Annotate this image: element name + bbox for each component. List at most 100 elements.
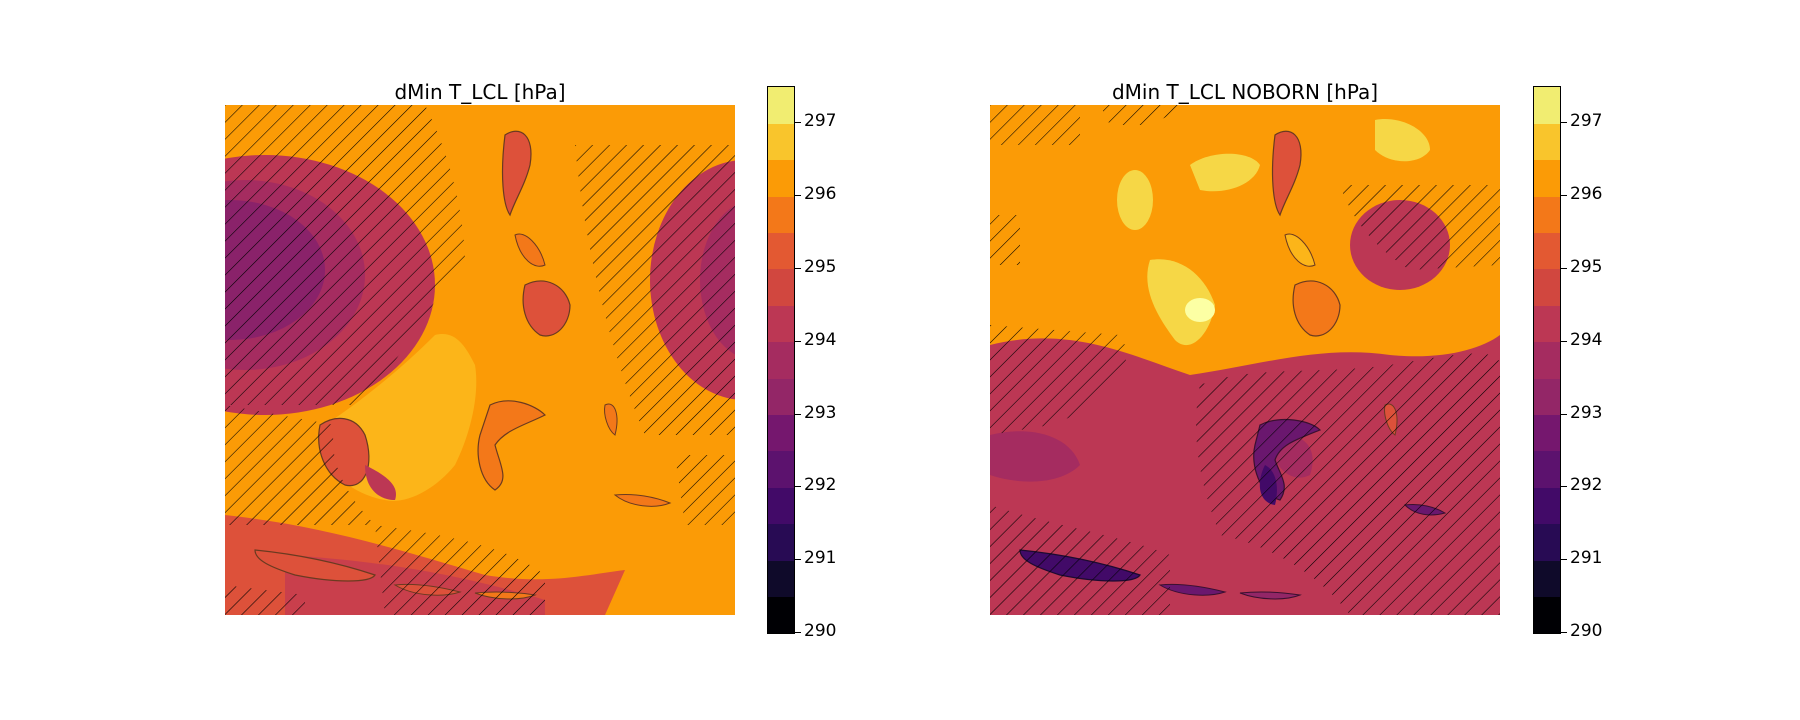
colorbar-segment: [1534, 378, 1560, 416]
colorbar-segment: [768, 414, 794, 452]
island-sulawesi: [477, 400, 547, 491]
colorbar-segment: [768, 487, 794, 525]
colorbar-segment: [768, 159, 794, 197]
hatch-north: [1100, 105, 1190, 125]
hatch-southeast: [1196, 353, 1500, 615]
hatch-west: [990, 325, 1127, 435]
hatch-northwest: [225, 105, 465, 405]
hatch-northwest: [990, 105, 1080, 145]
colorbar-tick-label: 296: [1570, 184, 1603, 205]
colorbar-tick-mark: [1561, 632, 1567, 633]
map-title-right: dMin T_LCL NOBORN [hPa]: [1111, 80, 1379, 104]
island-visayas: [514, 233, 546, 267]
colorbar-segment: [768, 596, 794, 634]
colorbar-segment: [768, 523, 794, 561]
colorbar-tick-mark: [1561, 122, 1567, 124]
island-halmahera: [604, 403, 618, 436]
colorbar-tick-label: 291: [804, 548, 837, 569]
colorbar-segment: [1534, 196, 1560, 234]
hatch-south: [375, 525, 545, 615]
colorbar-segment: [1534, 596, 1560, 634]
colorbar-tick-label: 294: [1570, 329, 1603, 350]
colorbar-tick-label: 292: [804, 475, 837, 496]
colorbar-tick-label: 295: [1570, 257, 1603, 277]
island-mindanao: [1292, 280, 1341, 337]
map-title-left: dMin T_LCL [hPa]: [394, 80, 566, 104]
island-sundas-1: [1158, 584, 1227, 596]
hatch-northeast: [575, 145, 735, 435]
colorbar-tick-label: 297: [804, 111, 837, 132]
colorbar-tick-label: 293: [804, 402, 837, 423]
map-right: [990, 105, 1500, 615]
colorbar-segment: [1534, 414, 1560, 452]
colorbar-tick-label: 292: [1570, 475, 1603, 496]
colorbar-tick-label: 293: [1570, 402, 1603, 423]
colorbar-segment: [1534, 232, 1560, 270]
colorbar-tick-mark: [795, 486, 801, 488]
island-java: [254, 549, 376, 582]
region-south-west-core: [990, 431, 1080, 482]
colorbar-tick-label: 294: [804, 329, 837, 350]
colorbar-segment: [1534, 269, 1560, 306]
island-luzon: [501, 130, 532, 217]
colorbar-tick-mark: [1561, 413, 1567, 415]
colorbar-segment: [768, 87, 794, 124]
map-right-svg: [990, 105, 1500, 615]
colorbar-tick-label: 290: [804, 621, 837, 641]
colorbar-tick-label: 295: [804, 257, 837, 277]
island-borneo-south: [365, 465, 396, 500]
island-mindanao: [522, 280, 571, 337]
hatch-northeast: [1340, 185, 1500, 270]
region-yellow-peak: [1185, 298, 1215, 322]
colorbar-tick-mark: [795, 632, 801, 633]
region-yellow-west: [1117, 170, 1153, 230]
colorbar-right: [1533, 86, 1561, 634]
colorbar-segment: [1534, 523, 1560, 561]
region-yellow-north: [1190, 153, 1260, 192]
colorbar-tick-label: 291: [1570, 548, 1603, 569]
region-yellow-central: [1147, 259, 1215, 346]
colorbar-segment: [1534, 159, 1560, 197]
colorbar-tick-label: 290: [1570, 621, 1603, 641]
colorbar-segment: [1534, 451, 1560, 488]
hatch-west: [225, 405, 375, 525]
colorbar-tick-mark: [1561, 268, 1567, 269]
map-left: [225, 105, 735, 615]
colorbar-tick-mark: [1561, 340, 1567, 342]
hatch-east: [675, 455, 735, 525]
colorbar-segment: [768, 451, 794, 488]
colorbar-segment: [1534, 341, 1560, 379]
island-seram: [613, 494, 672, 507]
colorbar-segment: [768, 560, 794, 598]
colorbar-segment: [1534, 87, 1560, 124]
colorbar-segment: [768, 305, 794, 343]
colorbar-segment: [768, 341, 794, 379]
colorbar-segment: [768, 378, 794, 416]
colorbar-tick-mark: [1561, 486, 1567, 488]
island-luzon: [1271, 130, 1302, 217]
colorbar-tick-mark: [1561, 559, 1567, 561]
island-sundas-2: [1239, 591, 1302, 600]
colorbar-tick-mark: [795, 413, 801, 415]
colorbar-tick-mark: [795, 559, 801, 561]
colorbar-segment: [768, 196, 794, 234]
colorbar-tick-mark: [795, 195, 801, 197]
colorbar-segment: [768, 123, 794, 161]
hatch-west-small: [990, 215, 1020, 265]
hatch-southwest: [225, 585, 305, 615]
colorbar-segment: [768, 269, 794, 306]
colorbar-segment: [1534, 123, 1560, 161]
region-yellow-northeast: [1375, 119, 1430, 162]
colorbar-tick-mark: [795, 122, 801, 124]
colorbar-segment: [1534, 487, 1560, 525]
colorbar-tick-mark: [1561, 195, 1567, 197]
colorbar-tick-mark: [795, 340, 801, 342]
colorbar-tick-label: 296: [804, 184, 837, 205]
map-left-svg: [225, 105, 735, 615]
colorbar-tick-label: 297: [1570, 111, 1603, 132]
colorbar-segment: [1534, 560, 1560, 598]
hatch-southwest: [990, 505, 1170, 615]
island-visayas: [1284, 233, 1316, 267]
colorbar-left: [767, 86, 795, 634]
colorbar-segment: [768, 232, 794, 270]
